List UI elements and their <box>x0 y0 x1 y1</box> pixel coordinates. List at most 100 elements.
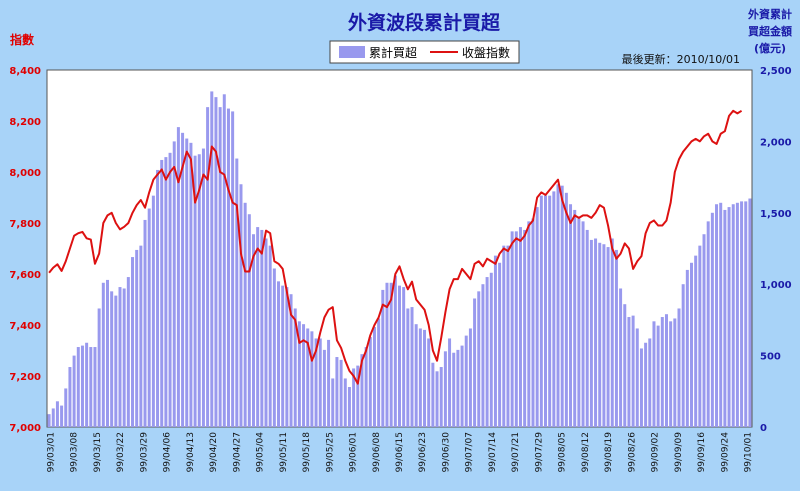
bar <box>105 279 109 427</box>
bar <box>231 111 235 427</box>
bar <box>193 155 197 427</box>
bar <box>377 318 381 427</box>
x-tick-label: 99/08/26 <box>627 432 637 473</box>
bar <box>306 328 310 427</box>
x-tick-label: 99/03/08 <box>70 432 80 473</box>
legend: 累計買超 收盤指數 <box>329 40 520 64</box>
right-tick-label: 2,000 <box>760 137 792 148</box>
bar <box>151 195 155 427</box>
bar <box>498 262 502 427</box>
bar <box>685 269 689 427</box>
left-axis-ticks: 8,400 8,200 8,000 7,800 7,600 7,400 7,200 7,000 <box>9 66 41 434</box>
bar <box>260 229 264 427</box>
bar <box>197 154 201 427</box>
bar <box>318 338 322 427</box>
bar <box>502 245 506 427</box>
bar <box>147 208 151 427</box>
legend-label-bars: 累計買超 <box>369 45 417 60</box>
bar <box>627 317 631 427</box>
left-tick-label: 8,400 <box>9 66 41 77</box>
bar <box>606 247 610 427</box>
bar <box>256 227 260 427</box>
index-line <box>48 109 743 385</box>
bar <box>89 347 93 427</box>
bar <box>706 221 710 427</box>
bar <box>652 321 656 427</box>
bar <box>60 405 64 427</box>
bar <box>531 218 535 427</box>
bar <box>264 238 268 427</box>
bar <box>594 238 598 427</box>
bar <box>514 231 518 427</box>
bar <box>556 184 560 427</box>
x-tick-label: 99/04/27 <box>232 432 242 472</box>
bar <box>527 221 531 427</box>
bar <box>443 351 447 427</box>
bar <box>80 345 84 427</box>
bar <box>218 107 222 427</box>
left-tick-label: 7,400 <box>9 321 41 332</box>
right-tick-label: 1,500 <box>760 209 792 220</box>
bar <box>598 242 602 427</box>
right-tick-label: 2,500 <box>760 66 792 77</box>
x-tick-label: 99/08/05 <box>558 432 568 472</box>
bar <box>322 349 326 427</box>
bar <box>268 245 272 427</box>
bar <box>164 157 168 428</box>
bar <box>93 347 97 427</box>
bar <box>210 91 214 428</box>
bar <box>131 257 135 427</box>
bar <box>740 201 744 427</box>
x-tick-label: 99/05/25 <box>325 432 335 472</box>
bar <box>222 94 226 427</box>
x-tick-label: 99/10/01 <box>744 432 754 472</box>
bar <box>64 388 68 427</box>
bar <box>485 277 489 427</box>
bar <box>544 195 547 427</box>
bar <box>156 169 160 427</box>
left-tick-label: 7,000 <box>9 423 41 434</box>
x-tick-label: 99/05/11 <box>279 432 289 472</box>
bar <box>452 352 456 427</box>
bar-series <box>47 91 752 428</box>
bar <box>660 317 664 427</box>
bar <box>185 138 189 428</box>
bar <box>569 204 573 427</box>
bar <box>293 308 297 427</box>
bar <box>331 378 335 427</box>
bar <box>356 365 360 427</box>
bar <box>481 284 485 427</box>
y-right-axis-label-line3: (億元) <box>754 41 786 55</box>
bar <box>343 378 347 427</box>
bar <box>172 141 176 427</box>
bar <box>577 218 581 427</box>
x-tick-label: 99/08/12 <box>581 432 591 472</box>
bar <box>410 307 414 427</box>
bar <box>297 321 301 427</box>
x-tick-label: 99/05/04 <box>256 432 266 473</box>
x-tick-label: 99/03/15 <box>93 432 103 472</box>
x-tick-label: 99/03/01 <box>47 432 57 472</box>
bar <box>735 202 739 427</box>
bar <box>327 339 331 427</box>
bar <box>352 368 356 427</box>
bar <box>493 255 497 427</box>
chart-title: 外資波段累計買超 <box>348 11 501 34</box>
bar <box>423 329 427 427</box>
bar <box>473 298 477 427</box>
x-tick-label: 99/06/15 <box>395 432 405 472</box>
x-tick-label: 99/05/18 <box>302 432 312 473</box>
x-tick-label: 99/09/02 <box>651 432 661 472</box>
bar <box>731 204 735 427</box>
bar <box>176 127 180 428</box>
bar <box>635 328 639 427</box>
bar <box>610 238 614 427</box>
x-tick-label: 99/07/14 <box>488 432 498 473</box>
x-tick-label: 99/06/23 <box>418 432 428 472</box>
bar <box>314 338 318 427</box>
bar <box>435 371 439 427</box>
bar <box>656 325 660 427</box>
bar <box>406 308 410 427</box>
bar <box>402 287 406 427</box>
